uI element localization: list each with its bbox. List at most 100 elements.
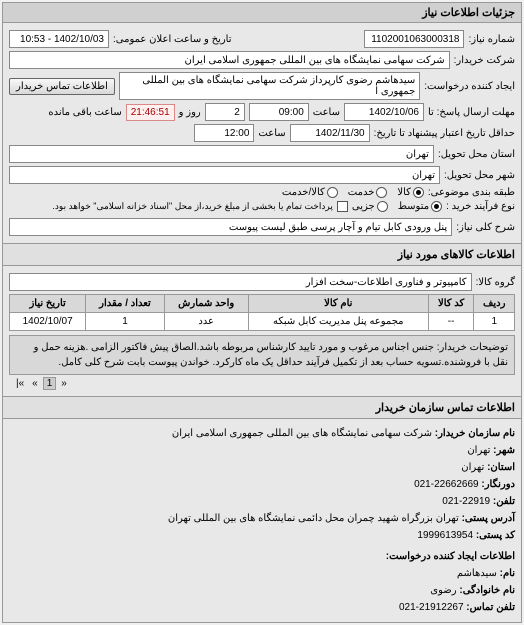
c-city-value: تهران: [467, 445, 490, 456]
address-label: آدرس پستی:: [462, 513, 515, 524]
td-date: 1402/10/07: [10, 313, 86, 331]
radio-kala-label: کالا: [397, 187, 411, 198]
deadline-date: 1402/10/06: [344, 103, 424, 121]
group-label: گروه کالا:: [476, 277, 515, 288]
lname-label: نام خانوادگی:: [459, 585, 515, 596]
radio-dot-icon: [431, 201, 442, 212]
c-province-label: استان:: [487, 462, 515, 473]
items-section: گروه کالا: کامپیوتر و فناوری اطلاعات-سخت…: [3, 266, 521, 396]
contact-header: اطلاعات تماس سازمان خریدار: [3, 396, 521, 419]
req-number-value: 1102001063000318: [364, 30, 464, 48]
announce-value: 1402/10/03 - 10:53: [9, 30, 109, 48]
delivery-province-label: استان محل تحویل:: [438, 149, 515, 160]
buyer-contact-button[interactable]: اطلاعات تماس خریدار: [9, 78, 115, 95]
announce-label: تاریخ و ساعت اعلان عمومی:: [113, 34, 232, 45]
cphone-label: تلفن تماس:: [466, 602, 515, 613]
deadline-time-label: ساعت: [313, 107, 340, 118]
general-desc-value: پنل ورودی کابل تیام و آچار پرسی طبق لیست…: [9, 218, 452, 236]
radio-khedmat[interactable]: خدمت: [348, 187, 388, 198]
general-desc-label: شرح کلی نیاز:: [456, 222, 515, 233]
radio-dot-icon: [327, 187, 338, 198]
radio-minor-label: جزیی: [352, 201, 375, 212]
req-number-label: شماره نیاز:: [468, 34, 515, 45]
delivery-deadline-time: 12:00: [194, 124, 254, 142]
delivery-city-label: شهر محل تحویل:: [444, 170, 515, 181]
panel-title: جزئیات اطلاعات نیاز: [3, 3, 521, 23]
radio-kala[interactable]: کالا: [397, 187, 424, 198]
td-code: --: [428, 313, 474, 331]
deadline-time: 09:00: [249, 103, 309, 121]
items-table: ردیف کد کالا نام کالا واحد شمارش تعداد /…: [9, 294, 515, 331]
deadline-days-label: روز و: [179, 107, 201, 118]
treasury-checkbox[interactable]: [337, 201, 348, 212]
radio-kala-khedmat[interactable]: کالا/خدمت: [282, 187, 338, 198]
page-next[interactable]: »: [29, 378, 41, 389]
phone-label: تلفن:: [493, 496, 515, 507]
radio-dot-icon: [376, 187, 387, 198]
remain-label: ساعت باقی مانده: [48, 107, 121, 118]
header-section: شماره نیاز: 1102001063000318 تاریخ و ساع…: [3, 23, 521, 243]
th-date: تاریخ نیاز: [10, 295, 86, 313]
table-header-row: ردیف کد کالا نام کالا واحد شمارش تعداد /…: [10, 295, 515, 313]
radio-medium[interactable]: متوسط: [398, 201, 442, 212]
desc-label: توضیحات خریدار:: [437, 342, 508, 353]
buyer-company-label: شرکت خریدار:: [454, 55, 515, 66]
countdown-timer: 21:46:51: [126, 104, 175, 121]
delivery-deadline-time-label: ساعت: [258, 128, 285, 139]
phone-value: 22919-021: [442, 496, 490, 507]
radio-dot-icon: [413, 187, 424, 198]
page-prev[interactable]: «: [58, 378, 70, 389]
content-type-group: کالا خدمت کالا/خدمت: [282, 187, 424, 198]
group-value: کامپیوتر و فناوری اطلاعات-سخت افزار: [9, 273, 472, 291]
c-province-value: تهران: [461, 462, 484, 473]
lname-value: رضوی: [430, 585, 456, 596]
buyer-company-value: شرکت سهامی نمایشگاه های بین المللی جمهور…: [9, 51, 450, 69]
requester-label: ایجاد کننده درخواست:: [424, 81, 515, 92]
buyer-desc-box: توضیحات خریدار: جنس اجناس مرغوب و مورد ت…: [9, 335, 515, 375]
contact-section: نام سازمان خریدار: شرکت سهامی نمایشگاه ه…: [3, 419, 521, 622]
name-label: نام:: [500, 568, 515, 579]
th-qty: تعداد / مقدار: [86, 295, 164, 313]
delivery-province-value: تهران: [9, 145, 434, 163]
radio-medium-label: متوسط: [398, 201, 429, 212]
th-name: نام کالا: [248, 295, 428, 313]
td-qty: 1: [86, 313, 164, 331]
content-type-label: طبقه بندی موضوعی:: [428, 187, 515, 198]
postal-value: 1999613954: [417, 530, 473, 541]
delivery-city-value: تهران: [9, 166, 440, 184]
td-row: 1: [474, 313, 515, 331]
process-type-group: متوسط جزیی: [352, 201, 442, 212]
radio-kala-khedmat-label: کالا/خدمت: [282, 187, 325, 198]
creator-header: اطلاعات ایجاد کننده درخواست:: [9, 548, 515, 565]
treasury-note: پرداخت تمام یا بخشی از مبلغ خرید،از محل …: [52, 201, 332, 212]
org-label: نام سازمان خریدار:: [435, 428, 515, 439]
address-value: تهران بزرگراه شهید چمران محل دائمی نمایش…: [168, 513, 459, 524]
delivery-deadline-label: حداقل تاریخ اعتبار پیشنهاد تا تاریخ:: [374, 128, 515, 139]
requester-value: سیدهاشم رضوی کارپرداز شرکت سهامی نمایشگا…: [119, 72, 420, 100]
pagination: « 1 » »|: [9, 375, 515, 392]
th-row: ردیف: [474, 295, 515, 313]
postal-label: کد پستی:: [476, 530, 515, 541]
need-details-panel: جزئیات اطلاعات نیاز شماره نیاز: 11020010…: [2, 2, 522, 623]
items-header: اطلاعات کالاهای مورد نیاز: [3, 243, 521, 266]
process-type-label: نوع فرآیند خرید :: [446, 201, 515, 212]
deadline-days: 2: [205, 103, 245, 121]
table-row[interactable]: 1 -- مجموعه پنل مدیریت کابل شبکه عدد 1 1…: [10, 313, 515, 331]
radio-khedmat-label: خدمت: [348, 187, 375, 198]
org-value: شرکت سهامی نمایشگاه های بین المللی جمهور…: [172, 428, 432, 439]
td-name: مجموعه پنل مدیریت کابل شبکه: [248, 313, 428, 331]
cphone-value: 21912267-021: [399, 602, 464, 613]
th-code: کد کالا: [428, 295, 474, 313]
radio-minor[interactable]: جزیی: [352, 201, 388, 212]
page-last[interactable]: »|: [13, 378, 27, 389]
delivery-deadline-date: 1402/11/30: [290, 124, 370, 142]
th-unit: واحد شمارش: [164, 295, 248, 313]
fax-label: دورنگار:: [481, 479, 515, 490]
c-city-label: شهر:: [493, 445, 515, 456]
radio-dot-icon: [377, 201, 388, 212]
deadline-label: مهلت ارسال پاسخ: تا: [428, 107, 515, 118]
name-value: سیدهاشم: [457, 568, 497, 579]
page-1[interactable]: 1: [43, 377, 57, 390]
fax-value: 22662669-021: [414, 479, 479, 490]
td-unit: عدد: [164, 313, 248, 331]
